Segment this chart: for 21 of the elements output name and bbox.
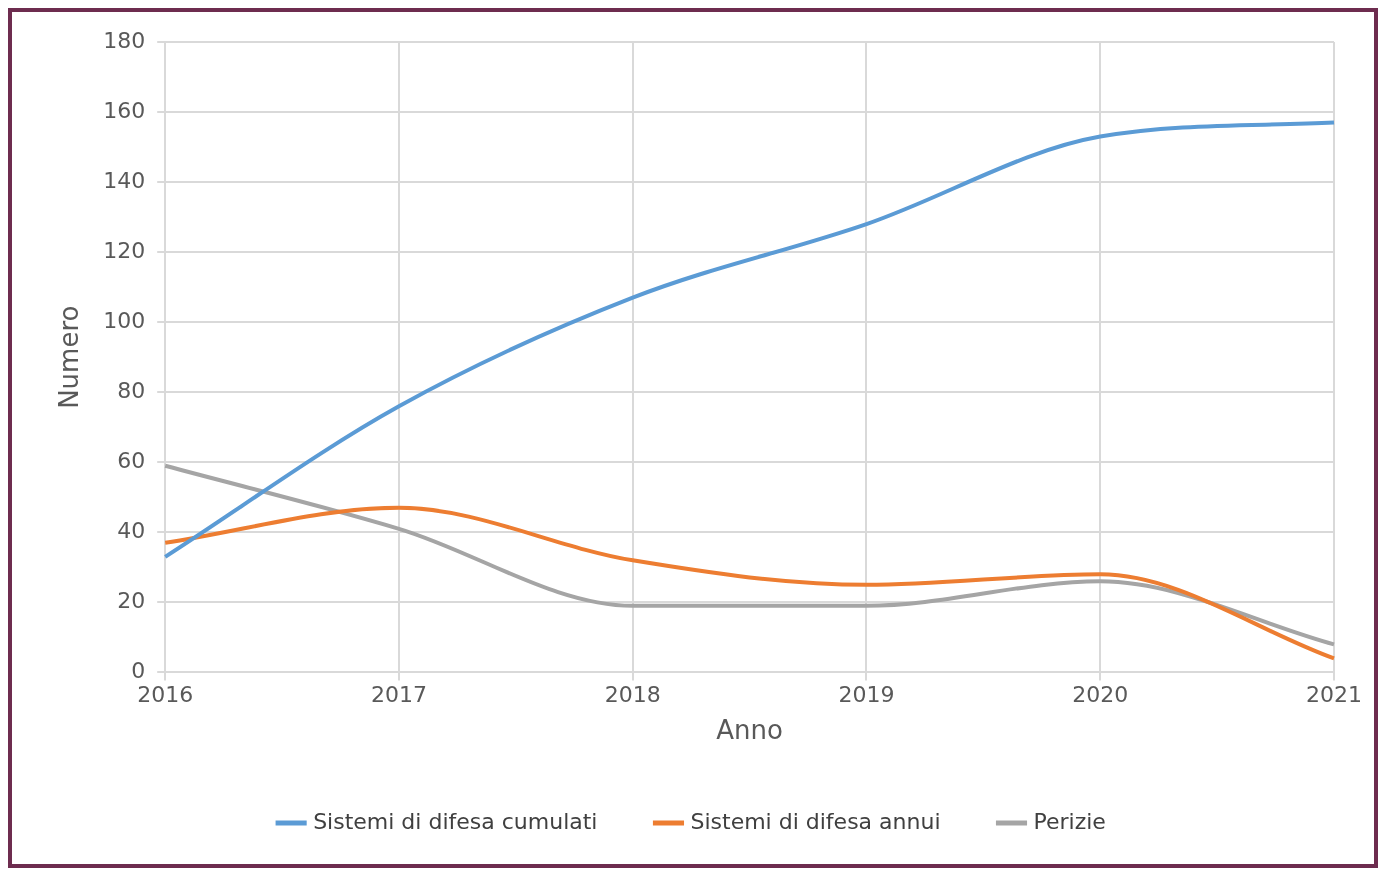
- x-tick-label: 2020: [1072, 682, 1129, 708]
- x-tick-label: 2019: [838, 682, 895, 708]
- x-tick-label: 2021: [1306, 682, 1362, 708]
- y-tick-label: 140: [103, 167, 146, 193]
- y-tick-label: 80: [117, 377, 146, 403]
- legend-label: Sistemi di difesa cumulati: [313, 808, 598, 834]
- legend-label: Perizie: [1033, 808, 1106, 834]
- x-tick-label: 2018: [604, 682, 661, 708]
- y-tick-label: 20: [117, 588, 146, 614]
- y-tick-label: 60: [117, 447, 146, 473]
- legend-label: Sistemi di difesa annui: [690, 808, 941, 834]
- y-tick-label: 120: [103, 237, 146, 263]
- x-axis-title: Anno: [716, 715, 783, 746]
- x-tick-label: 2017: [370, 682, 427, 708]
- y-tick-label: 0: [131, 658, 146, 684]
- y-tick-label: 160: [103, 97, 146, 123]
- y-axis-title: Numero: [54, 305, 85, 409]
- y-tick-label: 180: [103, 27, 146, 53]
- y-tick-label: 100: [103, 307, 146, 333]
- x-tick-label: 2016: [137, 682, 194, 708]
- y-tick-label: 40: [117, 518, 146, 544]
